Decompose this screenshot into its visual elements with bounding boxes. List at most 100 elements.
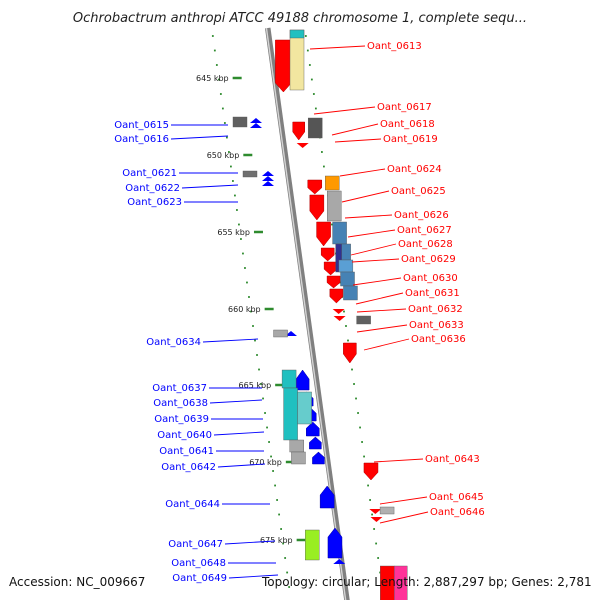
feature-block — [327, 190, 342, 222]
gene-leader-line — [363, 338, 410, 351]
right-track-dot — [355, 397, 357, 400]
gene-chevron-reverse — [369, 509, 382, 514]
gene-label-reverse: Oant_0630 — [403, 273, 458, 284]
feature-block — [232, 116, 248, 128]
feature-block — [281, 369, 297, 389]
right-track-dot — [377, 557, 380, 559]
gene-label-forward: Oant_0638 — [153, 398, 208, 409]
feature-block — [305, 529, 320, 561]
left-track-dot — [274, 484, 276, 487]
right-track-dot — [314, 107, 317, 110]
feature-block — [332, 221, 347, 245]
gene-leader-line — [170, 135, 229, 140]
left-track-dot — [254, 339, 256, 342]
left-track-dot — [272, 470, 274, 472]
right-track-dot — [351, 368, 353, 371]
left-track-dot — [234, 194, 236, 197]
gene-arrow-forward — [319, 485, 335, 509]
gene-leader-line — [209, 399, 263, 404]
gene-leader-line — [228, 574, 279, 579]
kbp-tick-label: 670 kbp — [249, 458, 282, 467]
gene-leader-line — [341, 190, 390, 203]
left-track-dot — [264, 412, 266, 414]
feature-block — [325, 175, 340, 191]
feature-block — [335, 243, 342, 273]
gene-leader-line — [213, 431, 265, 436]
kbp-tick-label: 650 kbp — [207, 151, 240, 160]
left-track-dot — [276, 499, 278, 501]
gene-label-forward: Oant_0615 — [114, 120, 169, 131]
left-track-dot — [258, 368, 260, 371]
feature-block — [343, 285, 358, 301]
gene-chevron-forward — [333, 559, 346, 564]
gene-leader-line — [373, 458, 424, 463]
left-track-dot — [270, 455, 272, 458]
feature-block — [289, 439, 304, 453]
gene-label-forward: Oant_0623 — [127, 197, 182, 208]
gene-leader-line — [313, 106, 376, 115]
left-track-dot — [248, 296, 250, 298]
right-track-dot — [373, 528, 376, 530]
gene-leader-line — [181, 184, 239, 189]
gene-leader-line — [309, 45, 366, 50]
gene-label-reverse: Oant_0645 — [429, 492, 484, 503]
gene-label-reverse: Oant_0626 — [394, 210, 449, 221]
gene-leader-line — [356, 308, 407, 313]
gene-arrow-forward — [327, 527, 343, 559]
left-track-dot — [217, 78, 220, 81]
left-track-dot — [260, 383, 262, 385]
left-track-dot — [284, 557, 287, 559]
right-track-dot — [308, 64, 311, 66]
gene-label-reverse: Oant_0633 — [409, 320, 464, 331]
gene-arrow-forward — [309, 436, 322, 450]
left-track-dot — [288, 586, 291, 588]
gene-arrow-reverse — [323, 261, 338, 276]
left-track-dot — [246, 281, 248, 284]
left-track-dot — [236, 209, 238, 211]
left-track-dot — [215, 64, 218, 66]
right-track-dot — [312, 93, 315, 95]
right-track-dot — [306, 49, 309, 52]
left-track-dot — [240, 238, 242, 240]
gene-leader-line — [347, 229, 396, 238]
left-track-dot — [252, 325, 254, 327]
kbp-tick-label: 675 kbp — [260, 536, 293, 545]
gene-label-reverse: Oant_0613 — [367, 41, 422, 52]
left-track-dot — [230, 165, 232, 168]
left-track-dot — [268, 441, 270, 443]
gene-label-reverse: Oant_0628 — [398, 239, 453, 250]
gene-chevron-forward — [262, 176, 274, 181]
left-track-dot — [280, 528, 283, 530]
gene-chevron-reverse — [333, 316, 346, 321]
gene-leader-line — [334, 138, 382, 143]
gene-arrow-reverse — [292, 121, 305, 141]
feature-block — [289, 29, 305, 39]
gene-label-forward: Oant_0621 — [122, 168, 177, 179]
left-track-dot — [250, 310, 252, 313]
right-track-dot — [357, 412, 359, 414]
feature-block — [291, 451, 306, 465]
feature-block — [340, 271, 355, 287]
gene-chevron-forward — [262, 171, 274, 176]
gene-leader-line — [352, 277, 402, 286]
gene-arrow-reverse — [329, 288, 344, 304]
left-track-dot — [256, 354, 258, 356]
feature-block — [297, 391, 312, 425]
topology-label: Topology: circular; Length: 2,887,297 bp… — [261, 575, 592, 589]
gene-label-reverse: Oant_0624 — [387, 164, 442, 175]
right-track-dot — [375, 542, 378, 545]
right-track-dot — [343, 310, 345, 313]
gene-leader-line — [339, 168, 386, 177]
gene-label-reverse: Oant_0618 — [380, 119, 435, 130]
gene-label-forward: Oant_0642 — [161, 462, 216, 473]
gene-arrow-reverse — [363, 462, 379, 481]
right-track-dot — [371, 513, 374, 516]
gene-leader-line — [331, 123, 379, 136]
right-track-dot — [345, 325, 347, 327]
left-track-dot — [262, 397, 264, 400]
right-track-dot — [310, 78, 313, 81]
gene-label-reverse: Oant_0625 — [391, 186, 446, 197]
gene-label-forward: Oant_0648 — [171, 558, 226, 569]
left-track-dot — [244, 267, 246, 269]
feature-block — [273, 329, 288, 338]
